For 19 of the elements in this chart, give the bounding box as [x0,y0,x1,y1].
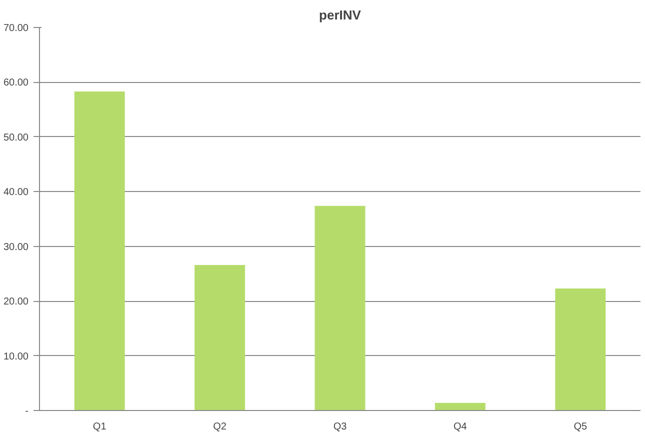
bar [194,264,246,410]
x-tick-label: Q4 [454,422,468,432]
x-tick-label: Q1 [92,422,107,432]
x-tick-label: Q3 [333,422,348,432]
y-tick-label: 50.00 [3,132,29,144]
y-tick-label: 60.00 [3,78,29,89]
y-tick-label: 20.00 [3,296,29,308]
y-tick-label: 30.00 [3,242,29,253]
y-tick-label: 10.00 [3,351,29,362]
bar [555,288,606,410]
bar [314,206,366,410]
chart-title: perINV [319,8,362,22]
x-tick-label: Q5 [574,422,588,432]
x-tick-label: Q2 [213,422,227,432]
bar [434,402,486,410]
bar [74,92,125,410]
y-tick-label: - [25,406,29,417]
y-tick-label: 40.00 [3,187,29,198]
y-tick-label: 70.00 [3,23,29,34]
